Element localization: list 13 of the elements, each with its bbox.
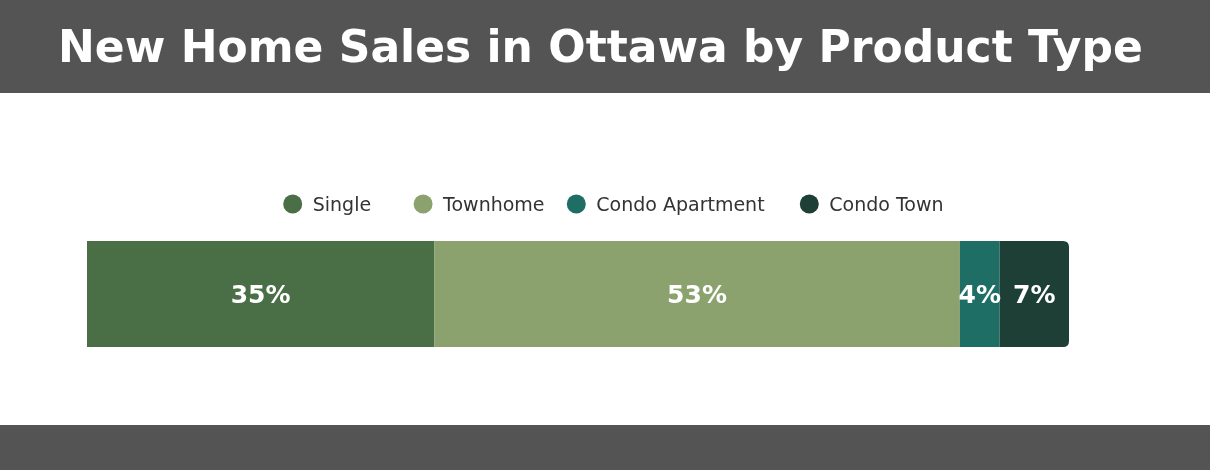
chart-title: New Home Sales in Ottawa by Product Type: [58, 21, 1143, 73]
bar: [999, 241, 1069, 347]
legend-label: Condo Apartment: [596, 192, 765, 215]
data-label: 4%: [958, 279, 1001, 309]
data-label: 35%: [230, 279, 291, 309]
data-label: 53%: [667, 279, 727, 309]
bar: [959, 241, 1000, 347]
bar: [434, 241, 960, 347]
data-label: 7%: [1013, 279, 1056, 309]
legend-label: Condo Town: [829, 192, 944, 215]
bar: [87, 241, 435, 347]
legend-label: Townhome: [442, 192, 545, 215]
legend-label: Single: [312, 192, 372, 215]
